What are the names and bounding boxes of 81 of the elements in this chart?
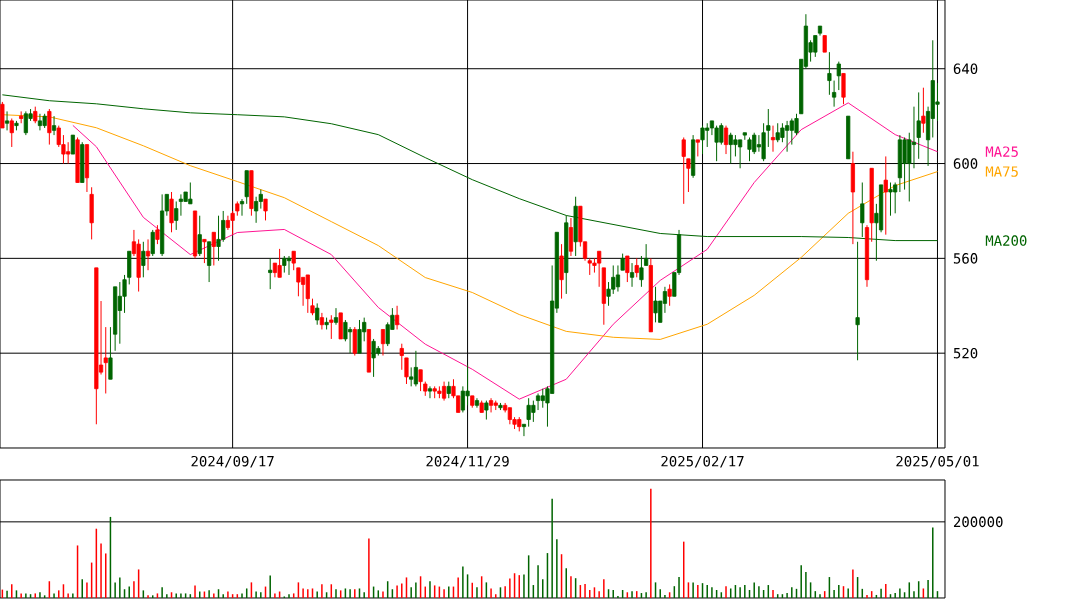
- candlestick: [4, 110, 10, 131]
- candlestick: [413, 350, 418, 387]
- candlestick: [625, 255, 630, 283]
- candlestick: [723, 125, 729, 155]
- candlestick: [841, 72, 846, 105]
- candlestick: [484, 400, 489, 421]
- candlestick: [268, 257, 273, 290]
- candlestick: [883, 155, 888, 236]
- candlestick: [639, 255, 644, 288]
- candlestick: [108, 326, 113, 380]
- x-tick-label: 2024/11/29: [426, 455, 509, 468]
- candlestick: [296, 267, 301, 297]
- candlestick: [667, 283, 672, 307]
- text: MA75: [985, 166, 1018, 177]
- y-tick-label: 520: [953, 347, 978, 359]
- candlestick: [404, 357, 409, 385]
- candlestick: [315, 302, 320, 326]
- candlestick: [634, 257, 639, 278]
- candlestick: [202, 238, 207, 264]
- candlestick: [150, 229, 155, 257]
- candlestick: [155, 224, 160, 245]
- candlestick: [70, 134, 75, 155]
- candlestick: [0, 101, 5, 129]
- candlestick: [286, 255, 292, 276]
- x-tick-label: 2025/02/17: [661, 455, 744, 468]
- candlestick: [178, 193, 184, 217]
- candlestick: [380, 328, 386, 357]
- candlestick: [770, 125, 776, 153]
- candlestick: [169, 191, 174, 233]
- candlestick: [197, 215, 202, 257]
- candlestick: [535, 392, 541, 411]
- candlestick: [254, 196, 259, 224]
- candlestick: [827, 51, 832, 96]
- candlestick: [568, 217, 574, 257]
- candlestick: [352, 326, 357, 357]
- candlestick: [145, 238, 151, 271]
- candlestick: [409, 366, 414, 387]
- candlestick: [333, 307, 339, 326]
- candlestick: [263, 198, 268, 221]
- candlestick: [329, 314, 334, 340]
- candlestick: [441, 381, 447, 402]
- text: MA25: [985, 146, 1018, 157]
- candlestick: [427, 385, 433, 399]
- candlestick: [559, 243, 564, 300]
- candlestick: [681, 136, 686, 205]
- candlestick: [319, 312, 324, 330]
- candlestick: [239, 198, 245, 217]
- y-tick-label: 640: [953, 63, 978, 75]
- y-tick-label: 200000: [953, 516, 1003, 528]
- candlestick: [832, 80, 837, 108]
- candlestick: [277, 248, 282, 278]
- candlestick: [911, 106, 917, 169]
- candlestick: [394, 305, 400, 330]
- candlestick: [211, 231, 216, 266]
- candlestick: [629, 262, 635, 288]
- candlestick: [230, 210, 235, 236]
- candlestick: [860, 182, 865, 238]
- y-tick-label: 600: [953, 158, 978, 169]
- candlestick: [51, 115, 57, 136]
- candlestick: [37, 113, 43, 131]
- candlestick: [644, 243, 649, 266]
- x-tick-label: 2025/05/01: [896, 455, 979, 468]
- candlestick: [291, 250, 296, 271]
- candlestick: [47, 108, 52, 146]
- y-tick-label: 560: [953, 253, 978, 264]
- candlestick: [9, 118, 14, 148]
- candlestick: [521, 423, 527, 437]
- candlestick: [766, 108, 771, 148]
- candlestick: [207, 241, 212, 283]
- candlestick: [418, 369, 423, 392]
- candlestick: [921, 87, 926, 134]
- candlestick: [836, 61, 841, 91]
- candlestick: [305, 274, 310, 314]
- candlestick: [141, 241, 146, 278]
- candlestick: [855, 241, 860, 361]
- x-tick-label: 2024/09/17: [191, 455, 274, 468]
- line-series: [72, 102, 938, 400]
- candlestick: [399, 343, 404, 371]
- candlestick: [488, 397, 494, 413]
- candlestick: [686, 158, 691, 193]
- text: MA200: [985, 235, 1027, 246]
